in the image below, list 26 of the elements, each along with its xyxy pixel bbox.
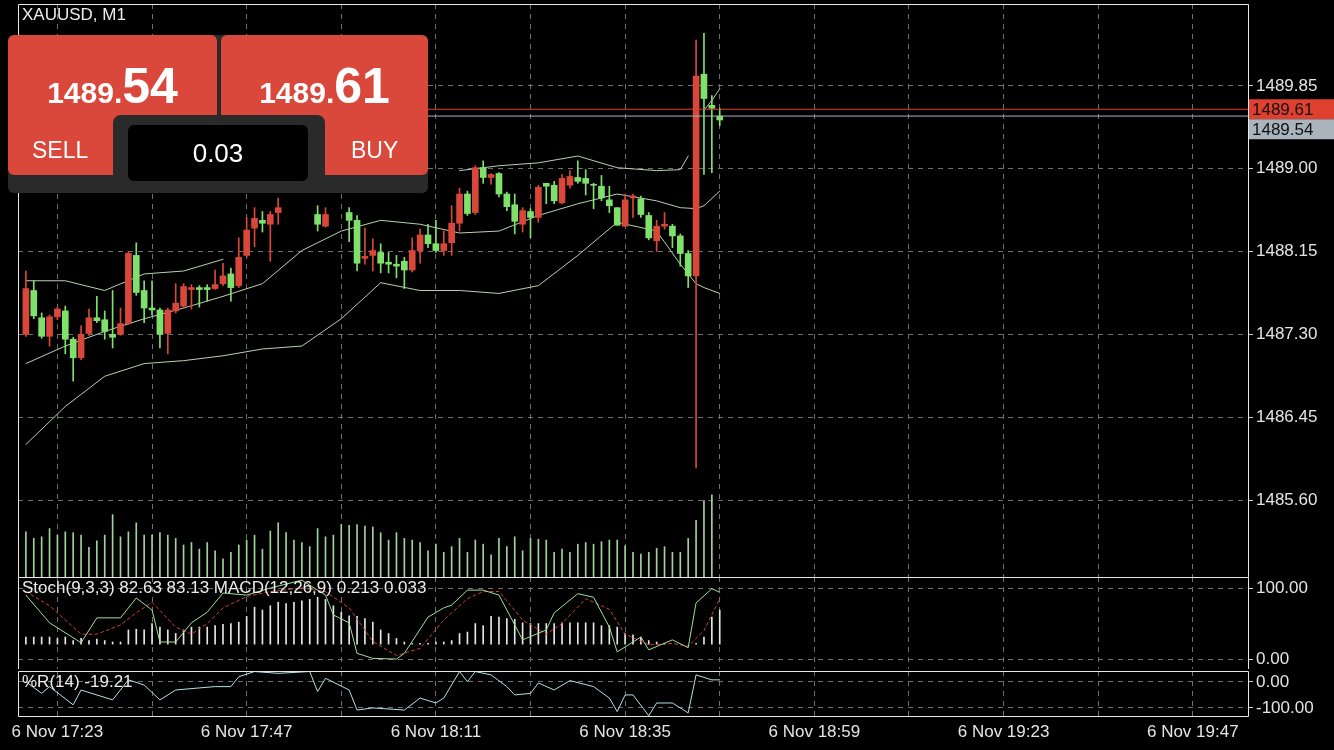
ref-line-label: 1489.54	[1252, 119, 1314, 139]
annotation: SELL	[32, 137, 89, 164]
y-tick-label: 1485.60	[1256, 489, 1318, 509]
y-tick-label: 1489.00	[1256, 158, 1318, 178]
x-tick-label: 6 Nov 18:35	[579, 721, 671, 741]
y-tick-label: 0.00	[1256, 648, 1290, 668]
y-tick-label: 0.00	[1256, 671, 1290, 691]
annotation: 1489.61	[259, 58, 390, 114]
y-tick-label: 1489.85	[1256, 75, 1318, 95]
ref-line-label: 1489.61	[1252, 99, 1314, 119]
x-tick-label: 6 Nov 19:47	[1146, 721, 1239, 741]
annotation: 1489.54	[47, 58, 178, 114]
annotation: BUY	[351, 137, 399, 164]
x-tick-label: 6 Nov 17:47	[200, 721, 293, 741]
x-tick-label: 6 Nov 18:11	[390, 721, 482, 741]
x-tick-label: 6 Nov 19:23	[957, 721, 1050, 741]
annotation: 0.03	[128, 125, 308, 181]
y-tick-label: 1487.30	[1256, 324, 1318, 344]
x-tick-label: 6 Nov 17:23	[11, 721, 104, 741]
chart-title: XAUUSD, M1	[22, 5, 126, 25]
chart-title: %R(14) -19.21	[22, 672, 133, 692]
y-tick-label: 100.00	[1256, 577, 1308, 597]
x-tick-label: 6 Nov 18:59	[768, 721, 861, 741]
y-tick-label: 1488.15	[1256, 241, 1318, 261]
y-tick-label: -100.00	[1256, 697, 1314, 717]
y-tick-label: 1486.45	[1256, 406, 1318, 426]
